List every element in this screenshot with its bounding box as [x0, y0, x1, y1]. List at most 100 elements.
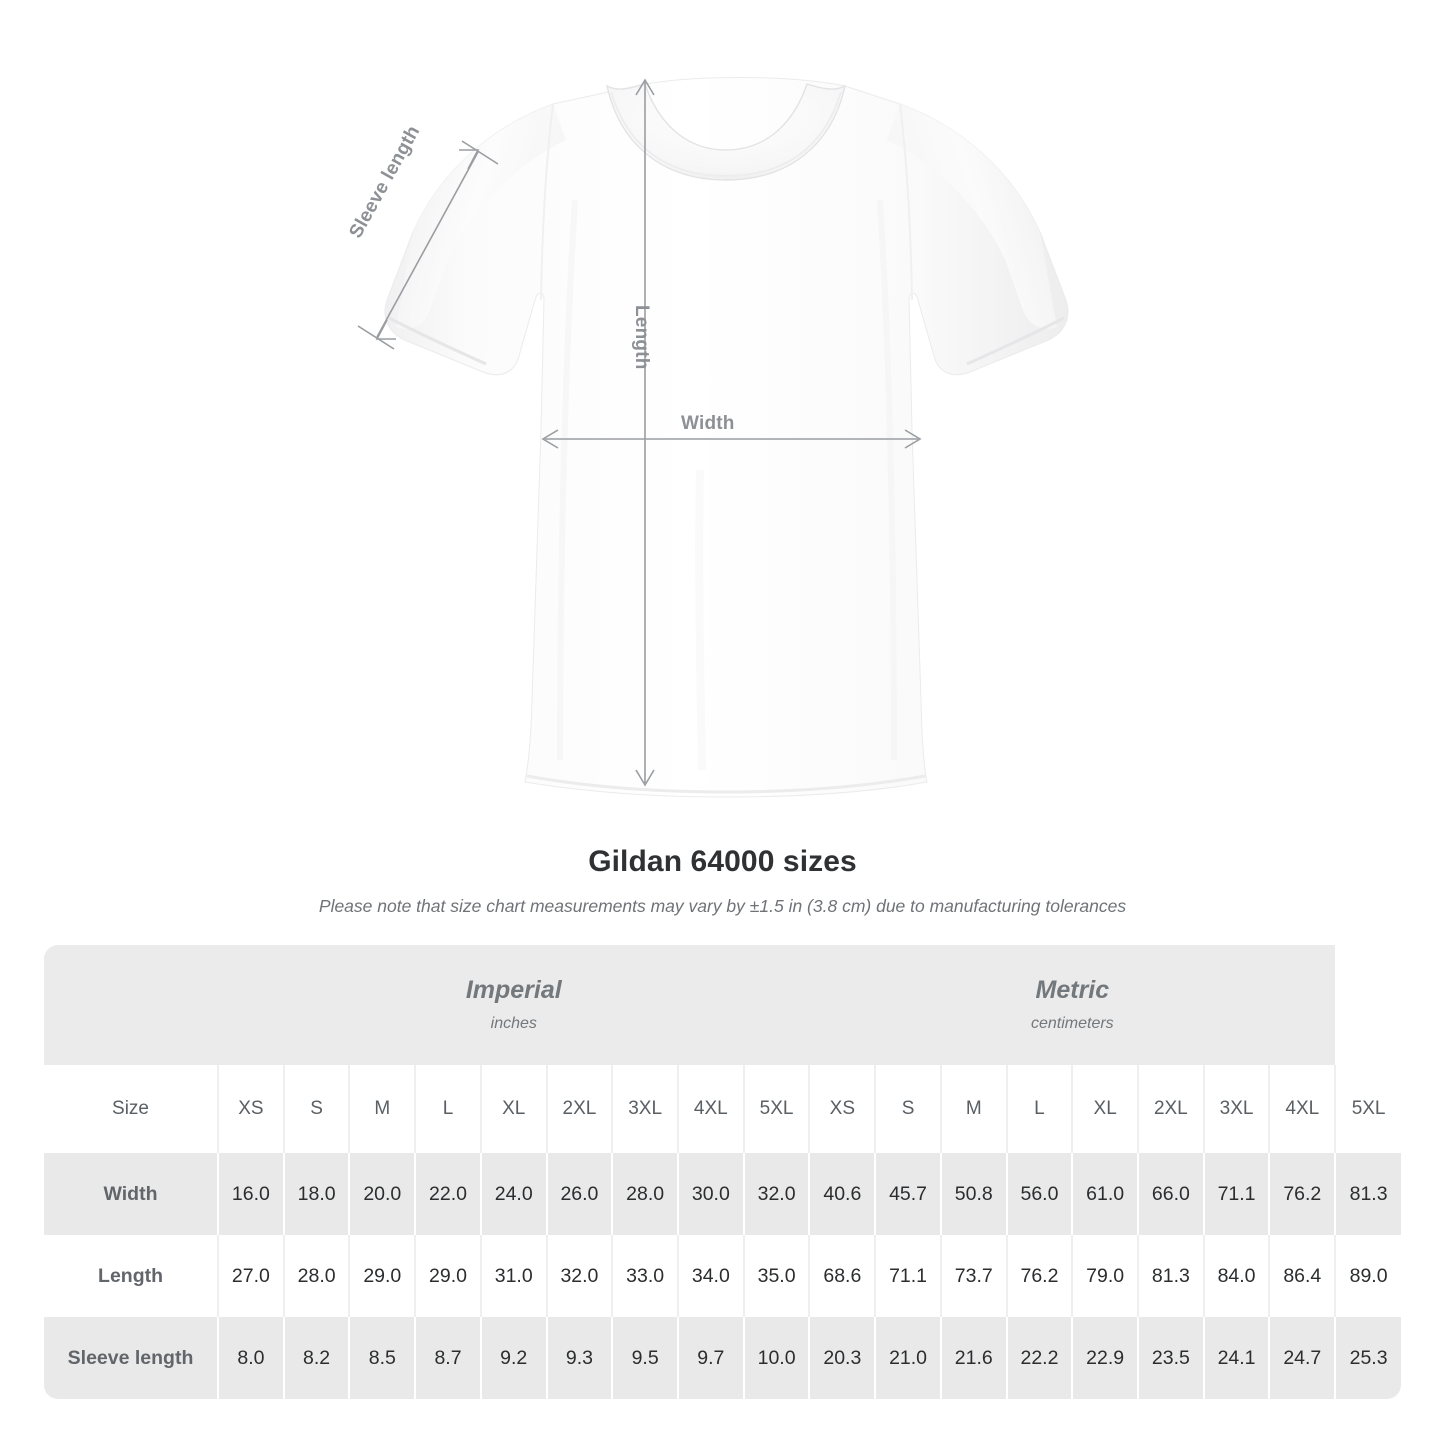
col-head-metric-m: M	[939, 1065, 1007, 1153]
tshirt-diagram: Sleeve length Length Width	[345, 76, 1069, 798]
col-head-imperial-xs: XS	[217, 1065, 284, 1153]
cell-sleeve-metric-4xl: 24.7	[1268, 1317, 1336, 1399]
cell-sleeve-imperial-xs: 8.0	[217, 1317, 284, 1399]
cell-sleeve-imperial-5xl: 10.0	[742, 1317, 810, 1399]
col-head-metric-s: S	[874, 1065, 941, 1153]
table-row: Length 27.0 28.0 29.0 29.0 31.0 32.0 33.…	[44, 1235, 1401, 1317]
unit-banner-spacer	[44, 945, 219, 1065]
row-label-sleeve-length: Sleeve length	[44, 1317, 219, 1399]
cell-width-metric-4xl: 76.2	[1268, 1153, 1336, 1235]
cell-width-imperial-5xl: 32.0	[742, 1153, 810, 1235]
page-title: Gildan 64000 sizes	[588, 845, 857, 878]
col-head-imperial-4xl: 4XL	[676, 1065, 744, 1153]
cell-width-imperial-m: 20.0	[348, 1153, 416, 1235]
cell-width-metric-m: 50.8	[939, 1153, 1007, 1235]
col-head-metric-l: L	[1005, 1065, 1073, 1153]
cell-length-metric-4xl: 86.4	[1268, 1235, 1336, 1317]
left-sleeve-hem	[388, 316, 487, 366]
cell-width-metric-2xl: 66.0	[1137, 1153, 1204, 1235]
unit-imperial-name: Imperial	[465, 976, 562, 1005]
title-block: Gildan 64000 sizes Please note that size…	[0, 845, 1445, 917]
right-sleeve-hem	[966, 316, 1065, 366]
left-armhole-seam	[540, 103, 554, 301]
width-arrow-left	[541, 429, 559, 449]
cell-sleeve-imperial-l: 8.7	[414, 1317, 481, 1399]
size-table-container: Imperial inches Metric centimeters Size …	[44, 945, 1401, 1399]
length-label: Length	[631, 305, 652, 370]
sleeve-tick-upper	[461, 140, 499, 165]
cell-length-metric-5xl: 89.0	[1334, 1235, 1401, 1317]
col-head-imperial-3xl: 3XL	[611, 1065, 678, 1153]
width-arrow-right	[904, 429, 922, 449]
col-head-imperial-l: L	[414, 1065, 481, 1153]
col-head-metric-5xl: 5XL	[1334, 1065, 1401, 1153]
unit-metric-name: Metric	[1035, 976, 1110, 1005]
cell-sleeve-imperial-4xl: 9.7	[676, 1317, 744, 1399]
cell-sleeve-imperial-xl: 9.2	[479, 1317, 547, 1399]
fabric-fold-right	[877, 199, 897, 761]
bottom-hem	[526, 774, 926, 794]
dimension-lines	[357, 78, 922, 787]
cell-sleeve-metric-xl: 22.9	[1071, 1317, 1138, 1399]
cell-length-imperial-3xl: 33.0	[611, 1235, 678, 1317]
cell-length-metric-l: 76.2	[1005, 1235, 1073, 1317]
cell-length-metric-xl: 79.0	[1071, 1235, 1138, 1317]
table-row: Width 16.0 18.0 20.0 22.0 24.0 26.0 28.0…	[44, 1153, 1401, 1235]
cell-length-imperial-5xl: 35.0	[742, 1235, 810, 1317]
fabric-fold-center	[695, 469, 706, 771]
length-arrow-top	[635, 78, 655, 96]
cell-sleeve-metric-xs: 20.3	[808, 1317, 876, 1399]
cell-width-metric-l: 56.0	[1005, 1153, 1073, 1235]
fabric-fold-left	[557, 199, 578, 761]
cell-sleeve-metric-l: 22.2	[1005, 1317, 1073, 1399]
col-head-metric-4xl: 4XL	[1268, 1065, 1336, 1153]
col-head-imperial-2xl: 2XL	[545, 1065, 613, 1153]
cell-width-imperial-4xl: 30.0	[676, 1153, 744, 1235]
cell-length-imperial-xl: 31.0	[479, 1235, 547, 1317]
cell-sleeve-metric-5xl: 25.3	[1334, 1317, 1401, 1399]
col-head-imperial-m: M	[348, 1065, 416, 1153]
unit-imperial: Imperial inches	[218, 945, 810, 1065]
cell-length-metric-m: 73.7	[939, 1235, 1007, 1317]
cell-sleeve-metric-3xl: 24.1	[1202, 1317, 1270, 1399]
cell-length-metric-2xl: 81.3	[1137, 1235, 1204, 1317]
cell-width-imperial-l: 22.0	[414, 1153, 481, 1235]
cell-sleeve-metric-s: 21.0	[874, 1317, 941, 1399]
row-label-length: Length	[44, 1235, 219, 1317]
cell-sleeve-imperial-s: 8.2	[282, 1317, 350, 1399]
cell-length-imperial-s: 28.0	[282, 1235, 350, 1317]
cell-width-metric-s: 45.7	[874, 1153, 941, 1235]
cell-sleeve-metric-2xl: 23.5	[1137, 1317, 1204, 1399]
cell-width-imperial-s: 18.0	[282, 1153, 350, 1235]
left-sleeve	[396, 104, 566, 329]
unit-banner-row: Imperial inches Metric centimeters	[44, 945, 1401, 1065]
cell-width-imperial-xl: 24.0	[479, 1153, 547, 1235]
unit-imperial-sub: inches	[490, 1014, 537, 1032]
size-header-label: Size	[44, 1065, 219, 1153]
col-head-metric-xs: XS	[808, 1065, 876, 1153]
cell-length-metric-s: 71.1	[874, 1235, 941, 1317]
col-head-imperial-s: S	[282, 1065, 350, 1153]
size-table: Imperial inches Metric centimeters Size …	[44, 945, 1401, 1399]
cell-length-imperial-xs: 27.0	[217, 1235, 284, 1317]
collar-inner-seam	[610, 91, 842, 178]
tshirt-illustration	[357, 76, 1069, 798]
cell-sleeve-imperial-m: 8.5	[348, 1317, 416, 1399]
sleeve-dimension-line	[376, 151, 479, 338]
cell-width-metric-xs: 40.6	[808, 1153, 876, 1235]
width-label: Width	[681, 413, 735, 434]
cell-length-metric-xs: 68.6	[808, 1235, 876, 1317]
col-head-imperial-5xl: 5XL	[742, 1065, 810, 1153]
sleeve-arrow-upper	[459, 149, 480, 170]
page-subtitle: Please note that size chart measurements…	[318, 896, 1127, 916]
cell-width-imperial-3xl: 28.0	[611, 1153, 678, 1235]
unit-metric: Metric centimeters	[809, 945, 1336, 1065]
row-label-width: Width	[44, 1153, 219, 1235]
cell-width-metric-3xl: 71.1	[1202, 1153, 1270, 1235]
collar-ribbing	[605, 83, 847, 181]
cell-width-metric-xl: 61.0	[1071, 1153, 1138, 1235]
right-armhole-seam	[899, 103, 913, 301]
garment-shape	[384, 76, 1069, 798]
right-sleeve	[887, 104, 1057, 329]
